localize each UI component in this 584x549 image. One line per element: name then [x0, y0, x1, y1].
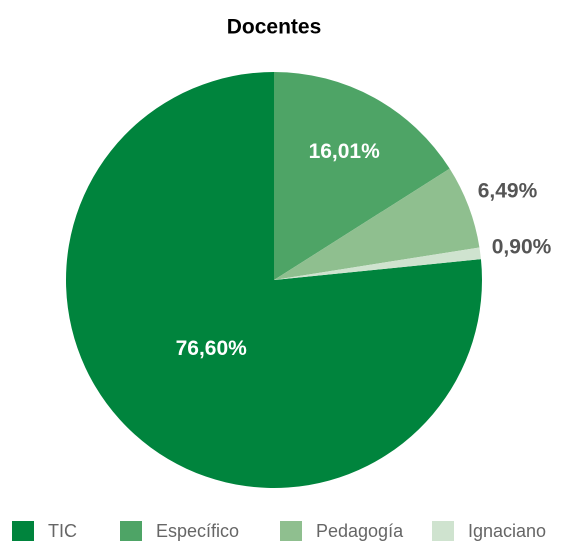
chart-title: Docentes: [227, 16, 322, 39]
legend-label: Pedagogía: [316, 521, 404, 541]
data-label: 0,90%: [492, 235, 552, 258]
legend-swatch: [432, 521, 454, 541]
legend-swatch: [120, 521, 142, 541]
legend-label: TIC: [48, 521, 77, 541]
pie-slice: [274, 247, 481, 280]
data-label: 76,60%: [176, 337, 248, 360]
data-label: 16,01%: [309, 140, 381, 163]
pie-slice: [274, 168, 480, 280]
legend-swatch: [12, 521, 34, 541]
pie-slice: [274, 72, 450, 280]
data-label: 6,49%: [478, 179, 538, 202]
legend-label: Ignaciano: [468, 521, 546, 541]
legend-label: Específico: [156, 521, 239, 541]
legend-swatch: [280, 521, 302, 541]
